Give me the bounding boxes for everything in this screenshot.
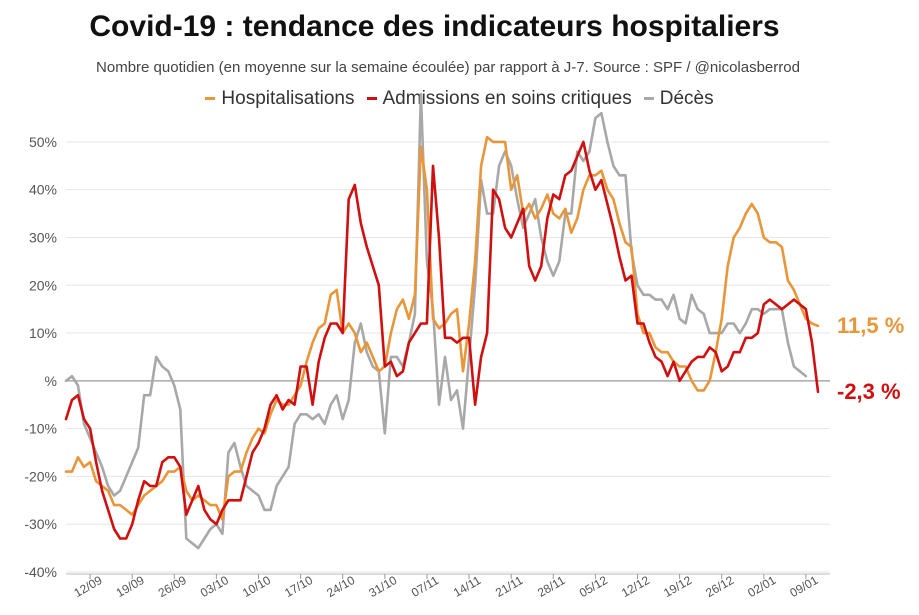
- x-tick-label: 03/10: [198, 573, 231, 600]
- legend-item: Hospitalisations: [205, 88, 355, 110]
- x-tick-label: 12/12: [619, 573, 652, 600]
- x-tick-label: 14/11: [451, 573, 484, 600]
- y-tick-label: 20%: [29, 277, 57, 293]
- legend-swatch: [205, 97, 216, 101]
- y-tick-label: -20%: [24, 468, 57, 484]
- x-tick-label: 21/11: [493, 573, 526, 600]
- legend-item: Admissions en soins critiques: [366, 88, 632, 110]
- x-tick-label: 10/10: [240, 573, 273, 600]
- series-line-deces: [64, 92, 808, 550]
- end-value-label: -2,3 %: [837, 379, 901, 404]
- x-tick-label: 19/09: [114, 573, 147, 600]
- x-tick-label: 24/10: [324, 573, 357, 600]
- end-value-label: 11,5 %: [837, 313, 904, 338]
- y-tick-label: 50%: [29, 134, 57, 150]
- chart-title: Covid-19 : tendance des indicateurs hosp…: [89, 10, 780, 43]
- x-tick-label: 19/12: [661, 573, 694, 600]
- legend-swatch: [643, 97, 654, 101]
- x-tick-label: 26/09: [156, 573, 189, 600]
- legend-item: Décès: [643, 88, 714, 110]
- chart-subtitle: Nombre quotidien (en moyenne sur la sema…: [96, 59, 800, 76]
- y-tick-label: -40%: [24, 564, 57, 580]
- y-tick-label: %: [45, 373, 57, 389]
- x-tick-label: 09/01: [787, 573, 820, 600]
- chart-legend: Hospitalisations Admissions en soins crit…: [0, 88, 919, 110]
- series-line-admissions: [64, 140, 820, 540]
- x-tick-label: 26/12: [703, 573, 736, 600]
- series-line-hospitalisations: [64, 135, 820, 521]
- y-tick-label: -30%: [24, 516, 57, 532]
- y-tick-label: 40%: [29, 182, 57, 198]
- x-tick-label: 05/12: [577, 573, 610, 600]
- x-tick-label: 12/09: [72, 573, 105, 600]
- x-tick-label: 28/11: [535, 573, 568, 600]
- x-tick-label: 17/10: [282, 573, 315, 600]
- legend-label: Hospitalisations: [221, 88, 355, 109]
- y-tick-label: 10%: [29, 325, 57, 341]
- x-tick-label: 02/01: [745, 573, 778, 600]
- legend-label: Admissions en soins critiques: [382, 88, 632, 109]
- x-tick-label: 31/10: [366, 573, 399, 600]
- x-tick-label: 07/11: [409, 573, 442, 600]
- y-tick-label: 30%: [29, 229, 57, 245]
- legend-swatch: [366, 97, 377, 101]
- legend-label: Décès: [659, 88, 714, 109]
- y-tick-label: -10%: [24, 421, 57, 437]
